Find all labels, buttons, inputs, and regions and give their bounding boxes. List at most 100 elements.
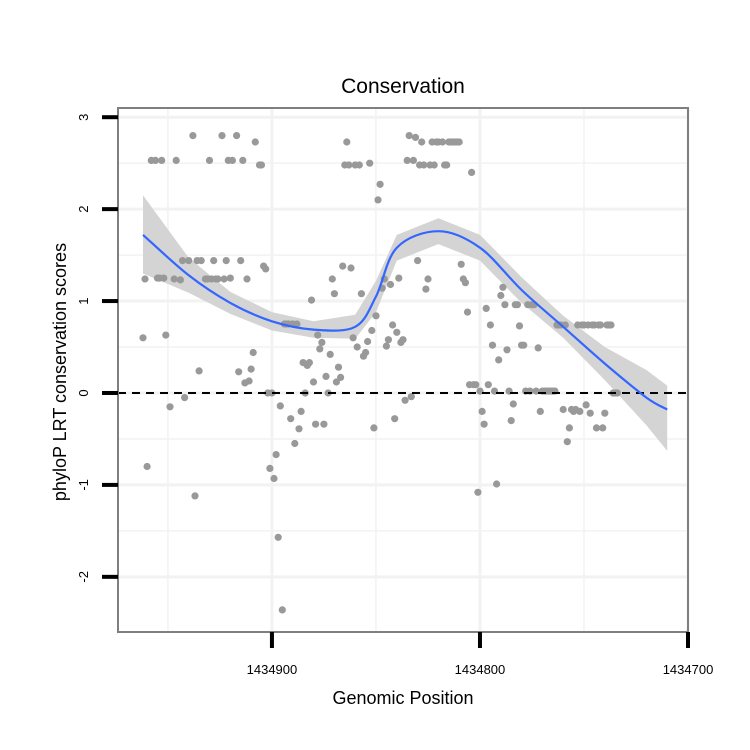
y-axis-ticks: -2 -1 0 1 2 3 xyxy=(76,114,118,583)
data-point xyxy=(334,363,343,371)
data-point xyxy=(185,257,193,265)
data-point xyxy=(592,424,601,432)
data-point xyxy=(189,132,197,140)
data-point xyxy=(287,415,295,423)
data-point xyxy=(366,159,374,167)
data-point xyxy=(339,262,347,270)
data-point xyxy=(488,341,497,349)
data-point xyxy=(270,474,278,483)
data-point xyxy=(178,257,187,265)
smooth-line-layer xyxy=(142,230,668,411)
data-point xyxy=(195,367,203,375)
data-point xyxy=(503,346,511,354)
data-point xyxy=(393,328,401,336)
data-point xyxy=(395,274,403,282)
data-point xyxy=(495,356,503,364)
plot-frame xyxy=(117,107,689,633)
data-point xyxy=(405,132,413,140)
data-point xyxy=(172,156,180,164)
data-point xyxy=(245,377,253,385)
x-tick-label: 1434800 xyxy=(455,662,506,677)
data-point xyxy=(507,417,515,425)
data-point xyxy=(520,341,528,349)
y-tick-label: 2 xyxy=(76,205,91,212)
data-point xyxy=(438,138,447,146)
data-point xyxy=(347,264,355,272)
data-point xyxy=(237,257,245,265)
data-point xyxy=(268,389,276,397)
data-point xyxy=(597,321,605,329)
data-point xyxy=(249,348,257,357)
data-point xyxy=(478,407,486,415)
data-point xyxy=(559,405,567,414)
data-point xyxy=(233,132,241,140)
x-axis-ticks: 1434900 1434800 1434700 xyxy=(247,632,714,677)
data-point xyxy=(422,285,430,293)
data-point xyxy=(362,348,370,357)
data-point xyxy=(407,393,415,401)
data-point xyxy=(274,533,282,541)
data-point xyxy=(295,425,303,433)
data-point xyxy=(316,345,324,353)
data-point xyxy=(257,161,266,169)
data-point xyxy=(382,342,390,350)
data-point xyxy=(501,301,509,309)
data-point xyxy=(563,438,571,446)
data-point xyxy=(384,336,392,344)
data-point xyxy=(461,279,469,287)
x-tick-label: 1434700 xyxy=(663,662,714,677)
data-point xyxy=(139,334,147,342)
data-point xyxy=(368,326,376,335)
data-point xyxy=(401,396,409,404)
data-point xyxy=(430,161,438,169)
data-point xyxy=(484,381,492,389)
data-point xyxy=(474,488,482,496)
data-point xyxy=(411,133,420,141)
data-point xyxy=(214,275,222,283)
data-point xyxy=(482,304,490,312)
data-point xyxy=(291,439,299,448)
data-point xyxy=(376,180,384,188)
data-point xyxy=(357,290,365,298)
data-point xyxy=(403,156,411,164)
data-point xyxy=(141,275,149,283)
y-tick-label: 3 xyxy=(76,114,91,121)
data-point xyxy=(262,265,270,273)
data-point xyxy=(345,161,353,169)
data-point xyxy=(389,321,397,329)
data-point xyxy=(513,301,522,309)
data-point xyxy=(391,415,399,423)
data-point xyxy=(307,296,316,304)
data-point xyxy=(353,343,361,351)
data-point xyxy=(309,378,318,386)
data-point xyxy=(210,257,218,265)
data-point xyxy=(312,420,320,428)
data-point xyxy=(278,606,286,614)
y-tick-label: -1 xyxy=(76,479,91,491)
data-point xyxy=(332,378,340,386)
data-point xyxy=(276,402,284,410)
data-point xyxy=(243,275,251,283)
data-point xyxy=(322,372,330,380)
data-point xyxy=(409,156,417,164)
data-point xyxy=(197,257,205,265)
data-point xyxy=(266,464,274,472)
y-axis-label: phyloP LRT conservation scores xyxy=(50,243,70,501)
data-point xyxy=(497,291,505,300)
data-point xyxy=(181,394,189,402)
data-point xyxy=(272,451,280,459)
data-point xyxy=(536,407,544,415)
data-point xyxy=(476,387,484,395)
y-tick-label: 0 xyxy=(76,389,91,396)
data-point xyxy=(386,280,395,289)
data-point xyxy=(337,373,345,381)
x-tick-label: 1434900 xyxy=(247,662,298,677)
data-point xyxy=(239,156,247,164)
data-point xyxy=(582,401,590,409)
data-point xyxy=(586,409,594,417)
y-tick-label: 1 xyxy=(76,297,91,304)
data-point xyxy=(515,322,524,330)
data-point xyxy=(205,156,214,164)
data-point xyxy=(607,321,615,329)
